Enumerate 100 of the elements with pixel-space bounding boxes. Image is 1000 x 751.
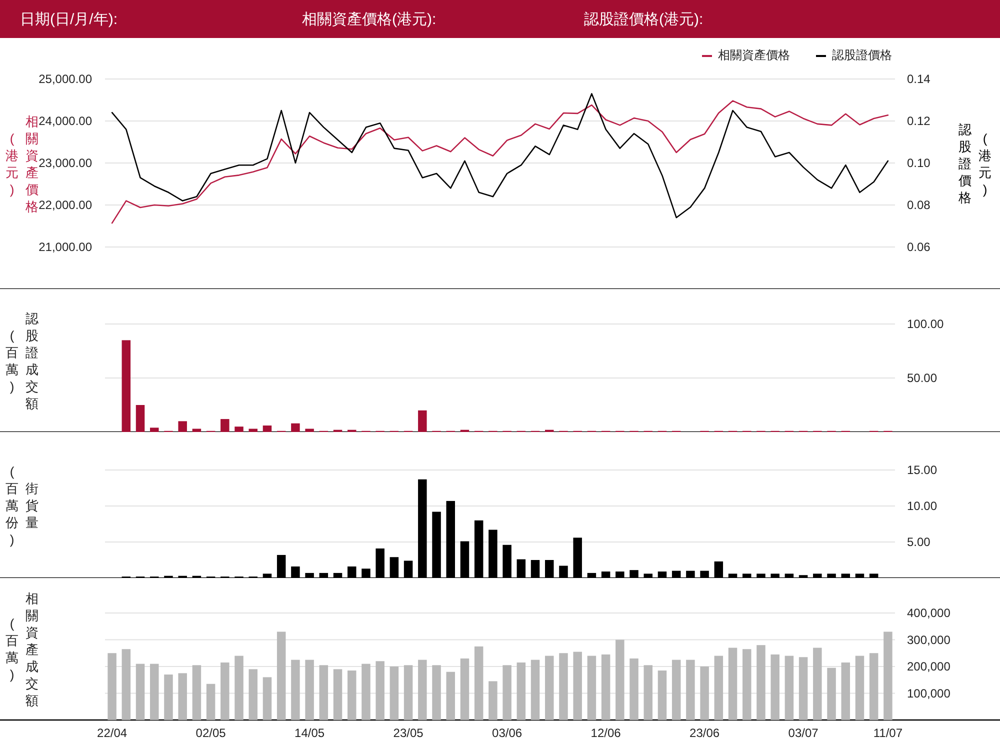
bar	[348, 670, 356, 720]
y-tick-label: 5.00	[907, 535, 931, 549]
bar	[798, 657, 808, 720]
bar	[390, 666, 399, 720]
bar	[418, 410, 427, 432]
text: 認股證成交額(百萬)	[6, 310, 38, 410]
bar	[122, 649, 131, 720]
text: 認股證價格(港元):	[584, 10, 704, 29]
y2-tick-label: 0.06	[907, 240, 931, 254]
y-tick-label: 25,000.00	[38, 72, 92, 86]
legend-label: 相關資產價格	[718, 47, 790, 64]
bar	[841, 662, 850, 720]
y-tick-label: 21,000.00	[38, 240, 92, 254]
bar	[333, 669, 342, 720]
bar	[418, 660, 427, 720]
y-tick-label: 300,000	[907, 632, 951, 647]
bar	[855, 656, 864, 720]
bar	[884, 632, 892, 720]
bar	[234, 426, 244, 432]
bar	[150, 664, 159, 720]
legend-label: 認股證價格	[832, 47, 892, 64]
bar	[601, 654, 610, 720]
bar	[234, 656, 244, 720]
bar	[319, 665, 328, 720]
bar	[305, 660, 314, 720]
y-tick-label: 50.00	[907, 371, 938, 385]
bar	[291, 423, 300, 432]
bar	[150, 428, 159, 432]
bar	[700, 666, 709, 720]
text: 日期(日/月/年):	[20, 10, 118, 29]
bar	[756, 645, 766, 720]
bar	[460, 658, 470, 720]
bar	[108, 653, 116, 720]
y2-tick-label: 0.12	[907, 114, 931, 128]
bar	[587, 656, 596, 720]
y2-tick-label: 0.08	[907, 198, 931, 212]
x-tick-label: 23/05	[393, 726, 424, 740]
bar	[784, 656, 794, 720]
bar	[869, 653, 878, 720]
y-tick-label: 100,000	[907, 686, 951, 700]
bar	[178, 421, 187, 432]
y-tick-label: 15.00	[907, 463, 938, 477]
bar	[432, 665, 441, 720]
bar	[305, 428, 314, 432]
bar	[220, 662, 230, 720]
bar	[220, 419, 230, 432]
x-tick-label: 11/07	[873, 726, 903, 740]
bar	[488, 681, 498, 720]
bar	[262, 677, 272, 720]
y-tick-label: 23,000.00	[38, 156, 92, 170]
bar	[404, 665, 413, 720]
x-tick-label: 14/05	[294, 726, 325, 740]
x-tick-label: 03/07	[788, 726, 819, 740]
y2-tick-label: 0.10	[907, 156, 931, 170]
bar	[770, 654, 780, 720]
bar	[573, 652, 582, 720]
bar	[742, 649, 752, 720]
y-tick-label: 100.00	[907, 317, 944, 331]
y-tick-label: 22,000.00	[38, 198, 92, 212]
bar	[644, 665, 652, 720]
text: 街貨量(百萬份)	[6, 464, 38, 546]
bar	[376, 661, 384, 720]
y-tick-label: 400,000	[907, 606, 951, 620]
y-tick-label: 24,000.00	[38, 114, 92, 128]
bar	[446, 672, 455, 720]
y2-tick-label: 0.14	[907, 72, 931, 86]
x-tick-label: 23/06	[690, 726, 720, 740]
bar	[164, 674, 173, 720]
bar	[630, 658, 638, 720]
bar	[728, 648, 738, 720]
bar	[559, 653, 568, 720]
bar	[672, 660, 681, 720]
bar	[291, 660, 300, 720]
bar	[530, 660, 540, 720]
bar	[262, 426, 272, 432]
bar	[248, 669, 258, 720]
bar	[813, 648, 822, 720]
x-tick-label: 12/06	[590, 726, 622, 740]
bar	[136, 664, 145, 720]
bar	[136, 405, 145, 432]
bar	[206, 684, 216, 720]
bar	[502, 665, 512, 720]
bar	[248, 428, 258, 432]
bar	[362, 664, 370, 720]
bar	[545, 656, 554, 720]
bar	[122, 340, 131, 432]
bar	[192, 665, 202, 720]
bar	[827, 668, 836, 720]
bar	[178, 673, 187, 720]
y-tick-label: 200,000	[907, 660, 951, 674]
bar	[658, 670, 667, 720]
bar	[686, 660, 695, 720]
bar	[474, 646, 484, 720]
bar	[714, 656, 724, 720]
bar	[616, 640, 624, 720]
x-tick-label: 22/04	[97, 726, 128, 740]
text: 相關資產價格(港元)	[6, 114, 38, 214]
text: 相關資產價格(港元):	[302, 10, 436, 29]
x-tick-label: 03/06	[492, 726, 522, 740]
x-tick-label: 02/05	[196, 726, 226, 740]
